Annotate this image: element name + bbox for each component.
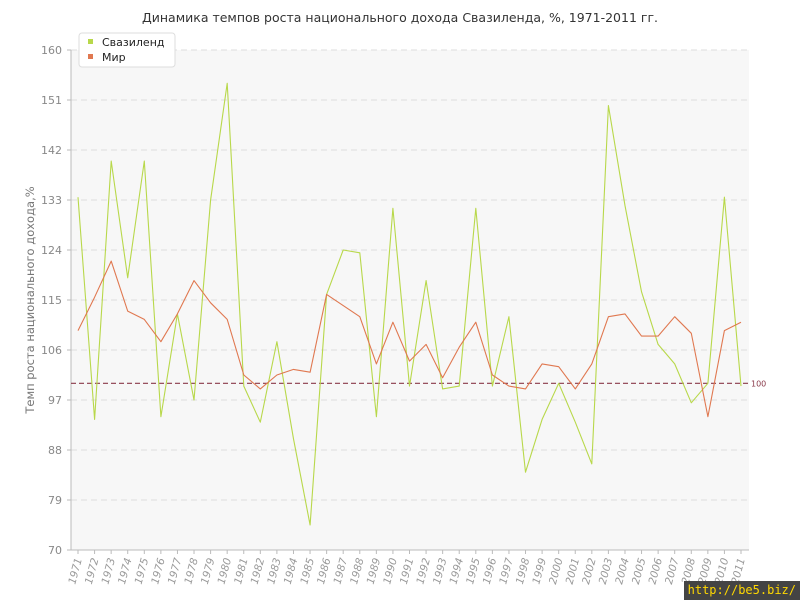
y-tick-label: 70 [48, 544, 62, 557]
x-tick-label: 2004 [613, 557, 632, 586]
x-tick-label: 1997 [497, 556, 516, 585]
y-axis-label: Темп роста национального дохода,% [23, 186, 37, 414]
x-tick-label: 2000 [547, 556, 566, 585]
x-tick-label: 1981 [232, 557, 251, 586]
x-tick-label: 1996 [481, 556, 500, 585]
x-tick-label: 1982 [249, 556, 268, 585]
y-tick-label: 151 [41, 94, 62, 107]
y-tick-label: 106 [41, 344, 62, 357]
series-line-mir [77, 260, 742, 418]
series-line-svazilend [77, 82, 742, 526]
y-tick-label: 133 [41, 194, 62, 207]
x-tick-label: 1990 [381, 556, 400, 585]
y-tick-label: 115 [41, 294, 62, 307]
y-tick-label: 97 [48, 394, 62, 407]
x-tick-label: 1972 [83, 556, 102, 585]
x-tick-label: 1989 [365, 556, 384, 585]
y-tick-label: 79 [48, 494, 62, 507]
x-tick-label: 1987 [332, 556, 351, 585]
y-tick-label: 88 [48, 444, 62, 457]
watermark-link[interactable]: http://be5.biz/ [683, 581, 800, 600]
x-tick-label: 1999 [530, 556, 549, 585]
x-tick-label: 1991 [398, 557, 417, 586]
x-tick-label: 2003 [597, 557, 616, 586]
x-tick-label: 1980 [216, 556, 235, 585]
x-tick-label: 1983 [265, 557, 284, 586]
x-tick-label: 1992 [414, 556, 433, 585]
series-lines [77, 82, 742, 526]
chart-title: Динамика темпов роста национального дохо… [142, 10, 658, 25]
legend-box [78, 32, 176, 68]
x-tick-label: 1975 [133, 556, 152, 585]
x-tick-label: 1995 [464, 556, 483, 585]
x-tick-label: 2001 [564, 557, 583, 586]
x-tick-label: 1978 [182, 556, 201, 585]
x-tick-label: 1998 [514, 556, 533, 585]
x-tick-label: 1986 [315, 556, 334, 585]
x-tick-labels: 1971197219731974197519761977197819791980… [66, 550, 748, 586]
x-tick-label: 1974 [116, 557, 135, 586]
x-tick-label: 1993 [431, 557, 450, 586]
x-tick-label: 1977 [166, 556, 185, 585]
reference-line-label: 100 [751, 379, 766, 388]
y-tick-label: 142 [41, 144, 62, 157]
legend[interactable]: Свазиленд Мир [78, 32, 176, 68]
y-tick-label: 124 [41, 244, 62, 257]
x-tick-label: 1984 [282, 557, 301, 586]
grid-lines [71, 49, 749, 501]
x-tick-label: 1979 [199, 556, 218, 585]
x-tick-label: 2007 [663, 556, 682, 585]
x-tick-label: 1994 [448, 557, 467, 586]
x-tick-label: 1971 [66, 557, 85, 586]
y-tick-labels: 70 79 88 97 106 115 124 133 142 151 160 [41, 44, 71, 557]
legend-swatch-mir [88, 54, 93, 59]
legend-swatch-svazilend [88, 39, 93, 44]
y-tick-label: 160 [41, 44, 62, 57]
legend-label-svazilend[interactable]: Свазиленд [102, 36, 165, 49]
x-tick-label: 1976 [149, 556, 168, 585]
x-tick-label: 1973 [100, 557, 119, 586]
legend-label-mir[interactable]: Мир [102, 51, 126, 64]
x-tick-label: 1988 [348, 556, 367, 585]
x-tick-label: 2002 [580, 556, 599, 585]
x-tick-label: 1985 [298, 556, 317, 585]
x-tick-label: 2006 [647, 556, 666, 585]
x-tick-label: 2005 [630, 556, 649, 585]
